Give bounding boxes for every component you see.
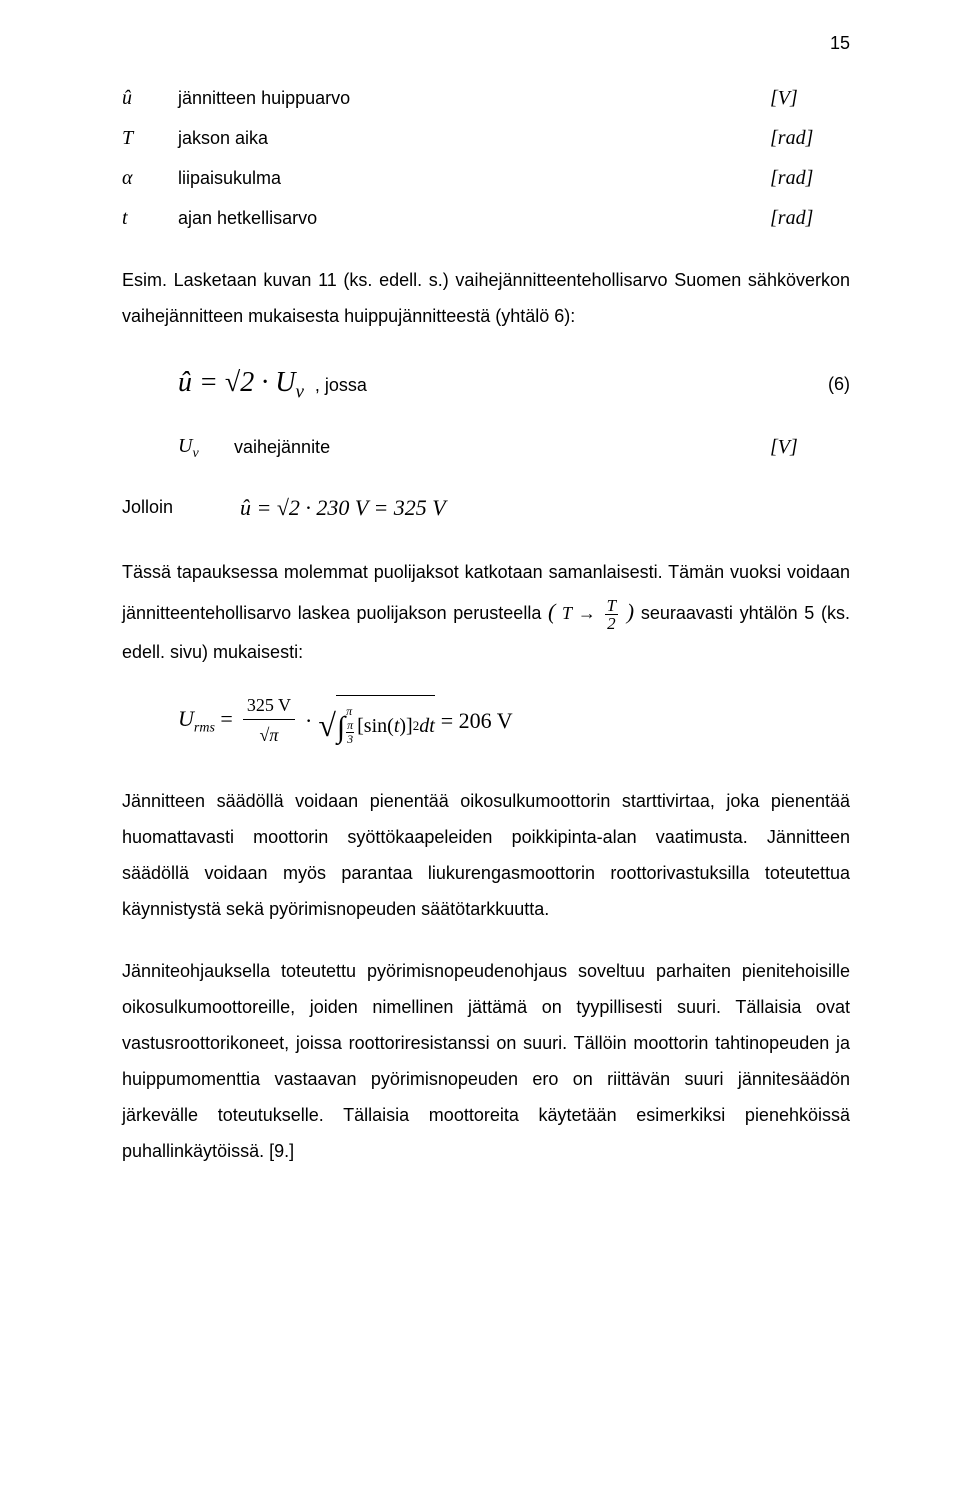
- integral-limits: π π 3: [346, 705, 354, 746]
- integrand-dt: dt: [419, 711, 435, 741]
- urms-rhs: = 206 V: [441, 704, 513, 737]
- def-description: jakson aika: [178, 125, 770, 152]
- equation-6: û = √2 · Uv , jossa (6): [122, 362, 850, 407]
- fraction-325-over-rootpi: 325 V √π: [243, 692, 295, 749]
- def-unit: [rad]: [770, 123, 850, 153]
- jolloin-expr: û = √2 · 230 V = 325 V: [240, 491, 446, 524]
- paragraph-4: Jänniteohjauksella toteutettu pyörimisno…: [122, 953, 850, 1169]
- integrand-open: [sin(: [357, 711, 394, 741]
- radicand: ∫ π π 3 [sin(t)]2dt: [336, 695, 435, 746]
- paren-open: (: [548, 599, 555, 624]
- jolloin-line: Jolloin û = √2 · 230 V = 325 V: [122, 491, 850, 524]
- def-unit: [V]: [770, 432, 850, 462]
- eq6-sub: v: [295, 382, 303, 403]
- eq6-lhs: û = √2 · U: [178, 367, 295, 398]
- def-symbol: T: [122, 123, 178, 153]
- paren-close: ): [627, 599, 634, 624]
- def-description: vaihejännite: [234, 434, 770, 461]
- def-row: û jännitteen huippuarvo [V]: [122, 78, 850, 118]
- page-content: û jännitteen huippuarvo [V] T jakson aik…: [0, 0, 960, 1209]
- paragraph-2: Tässä tapauksessa molemmat puolijaksot k…: [122, 554, 850, 670]
- paragraph-intro: Esim. Lasketaan kuvan 11 (ks. edell. s.)…: [122, 262, 850, 334]
- def-row: t ajan hetkellisarvo [rad]: [122, 198, 850, 238]
- eq6-tag: (6): [790, 371, 850, 398]
- urms-eq: =: [215, 706, 233, 731]
- paragraph-3: Jännitteen säädöllä voidaan pienentää oi…: [122, 783, 850, 927]
- inline-fraction: T 2: [605, 597, 618, 632]
- def-symbol: α: [122, 163, 178, 193]
- para2-T: T →: [562, 603, 596, 623]
- urms-sub: rms: [194, 721, 215, 736]
- def-row: Uv vaihejännite [V]: [122, 425, 850, 469]
- urms-sym: U: [178, 706, 194, 731]
- def-row: T jakson aika [rad]: [122, 118, 850, 158]
- def-description: jännitteen huippuarvo: [178, 85, 770, 112]
- def-unit: [rad]: [770, 163, 850, 193]
- def-symbol: t: [122, 203, 178, 233]
- def-description: ajan hetkellisarvo: [178, 205, 770, 232]
- equation-urms: Urms = 325 V √π · √ ∫ π π 3 [sin(t)]2dt: [178, 692, 850, 749]
- def-unit: [V]: [770, 83, 850, 113]
- def-unit: [rad]: [770, 203, 850, 233]
- def-description: liipaisukulma: [178, 165, 770, 192]
- def-symbol: û: [122, 83, 178, 113]
- dot: ·: [305, 704, 312, 737]
- eq6-tail: , jossa: [315, 375, 367, 395]
- symbol-definitions-2: Uv vaihejännite [V]: [122, 425, 850, 469]
- def-row: α liipaisukulma [rad]: [122, 158, 850, 198]
- integrand-close: )]: [399, 711, 412, 741]
- symbol-definitions-1: û jännitteen huippuarvo [V] T jakson aik…: [122, 78, 850, 238]
- def-symbol: Uv: [178, 431, 234, 464]
- jolloin-label: Jolloin: [122, 494, 240, 521]
- radical-sign: √: [318, 701, 336, 749]
- page-number: 15: [830, 30, 850, 57]
